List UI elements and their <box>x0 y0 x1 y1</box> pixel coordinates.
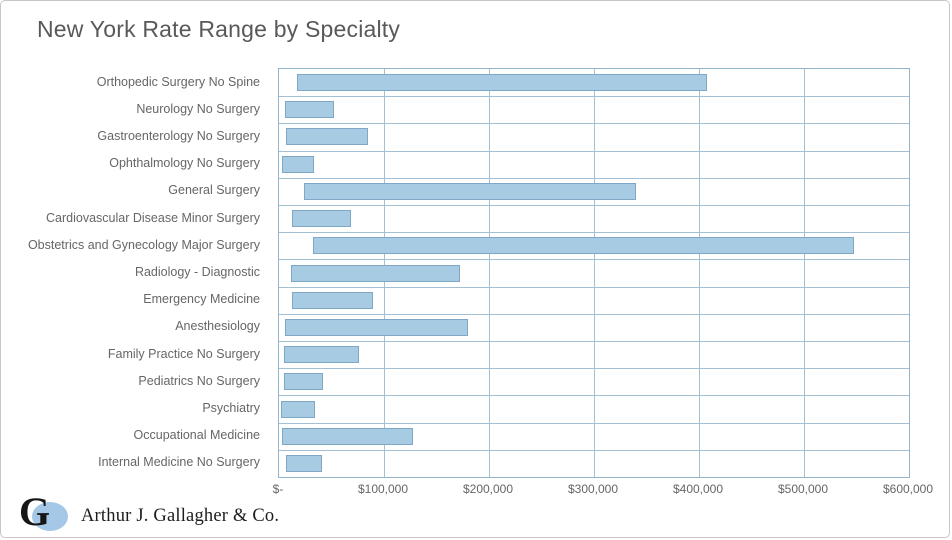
x-tick-label: $500,000 <box>777 482 829 496</box>
row-separator-line <box>279 449 909 451</box>
vertical-gridline <box>804 69 805 477</box>
brand-name: Arthur J. Gallagher & Co. <box>81 505 280 526</box>
range-bar <box>282 427 414 445</box>
category-label: Family Practice No Surgery <box>107 346 260 361</box>
plot-area <box>278 68 910 478</box>
globe-icon <box>32 502 68 531</box>
category-axis: Orthopedic Surgery No Spine Neurology No … <box>1 68 268 476</box>
category-label: General Surgery <box>168 183 260 198</box>
category-label: Cardiovascular Disease Minor Surgery <box>46 210 260 225</box>
vertical-gridline <box>699 69 700 477</box>
x-tick-label: $- <box>272 482 284 496</box>
row-separator-line <box>279 96 909 98</box>
category-label: Occupational Medicine <box>133 428 260 443</box>
range-bar <box>286 128 369 146</box>
category-label: Orthopedic Surgery No Spine <box>96 74 260 89</box>
row-separator-line <box>279 422 909 424</box>
gallagher-logo-icon: G <box>19 492 71 534</box>
range-bar <box>284 346 359 364</box>
category-label: Ophthalmology No Surgery <box>109 156 260 171</box>
x-tick-label: $400,000 <box>672 482 724 496</box>
category-label: Psychiatry <box>202 400 260 415</box>
row-separator-line <box>279 313 909 315</box>
category-label: Obstetrics and Gynecology Major Surgery <box>27 237 260 252</box>
value-axis: $- $100,000 $200,000 $300,000 $400,000 $500,0… <box>273 482 933 500</box>
range-bar <box>285 101 334 119</box>
range-bar <box>291 291 374 309</box>
category-label: Anesthesiology <box>175 319 260 334</box>
category-label: Gastroenterology No Surgery <box>97 128 260 143</box>
row-separator-line <box>279 204 909 206</box>
range-bar <box>284 373 324 391</box>
range-bar <box>286 454 323 472</box>
logo-letter: G <box>19 489 51 534</box>
row-separator-line <box>279 340 909 342</box>
row-separator-line <box>279 368 909 370</box>
range-bar <box>296 74 708 92</box>
row-separator-line <box>279 286 909 288</box>
row-separator-line <box>279 177 909 179</box>
range-bar <box>285 318 468 336</box>
x-tick-label: $100,000 <box>357 482 409 496</box>
x-tick-label: $300,000 <box>567 482 619 496</box>
category-label: Radiology - Diagnostic <box>134 264 260 279</box>
row-separator-line <box>279 232 909 234</box>
vertical-gridline <box>594 69 595 477</box>
category-label: Neurology No Surgery <box>136 101 260 116</box>
vertical-gridline <box>489 69 490 477</box>
row-separator-line <box>279 259 909 261</box>
range-bar <box>282 155 314 173</box>
category-label: Internal Medicine No Surgery <box>98 455 260 470</box>
chart-title: New York Rate Range by Specialty <box>37 16 401 42</box>
x-tick-label: $200,000 <box>462 482 514 496</box>
range-bar <box>290 264 460 282</box>
x-tick-label: $600,000 <box>882 482 934 496</box>
range-bar <box>281 400 315 418</box>
row-separator-line <box>279 123 909 125</box>
range-bar <box>312 237 855 255</box>
range-bar <box>304 182 636 200</box>
category-label: Emergency Medicine <box>143 292 260 307</box>
category-label: Pediatrics No Surgery <box>138 373 260 388</box>
row-separator-line <box>279 395 909 397</box>
range-bar <box>291 210 352 228</box>
row-separator-line <box>279 150 909 152</box>
footer-brand: G Arthur J. Gallagher & Co. <box>19 492 280 535</box>
